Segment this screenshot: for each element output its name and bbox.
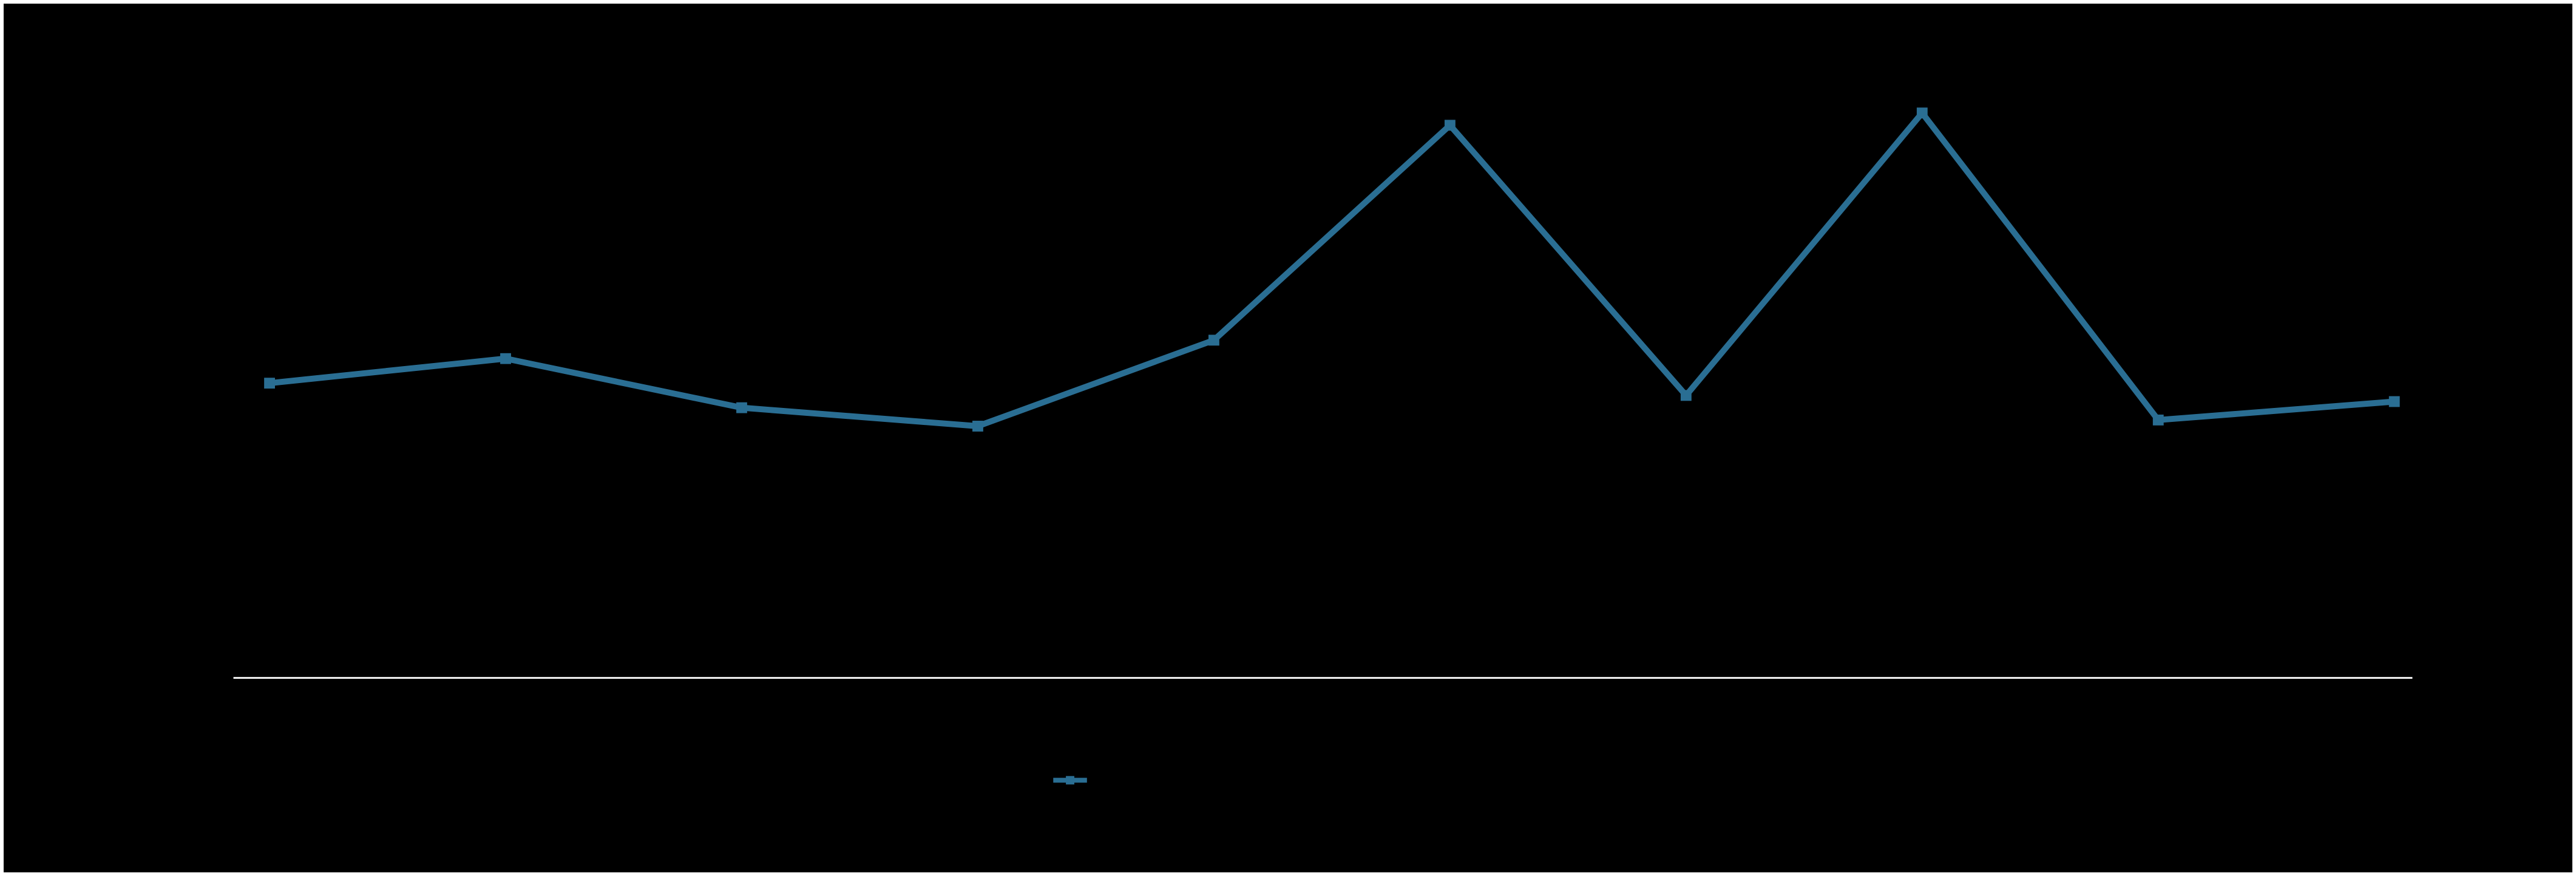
series-marker: [1445, 120, 1456, 131]
series-marker: [1917, 107, 1928, 118]
series-marker: [736, 402, 747, 413]
series-marker: [2153, 415, 2164, 426]
series-marker: [1681, 390, 1692, 401]
series-marker: [1208, 334, 1219, 345]
series-marker: [264, 378, 275, 389]
series-marker: [972, 421, 983, 432]
legend-marker: [1066, 776, 1074, 784]
series-marker: [2389, 396, 2400, 407]
line-chart: [0, 0, 2576, 876]
series-marker: [500, 353, 511, 364]
series-line: [269, 113, 2395, 426]
chart-svg: [4, 4, 2572, 872]
